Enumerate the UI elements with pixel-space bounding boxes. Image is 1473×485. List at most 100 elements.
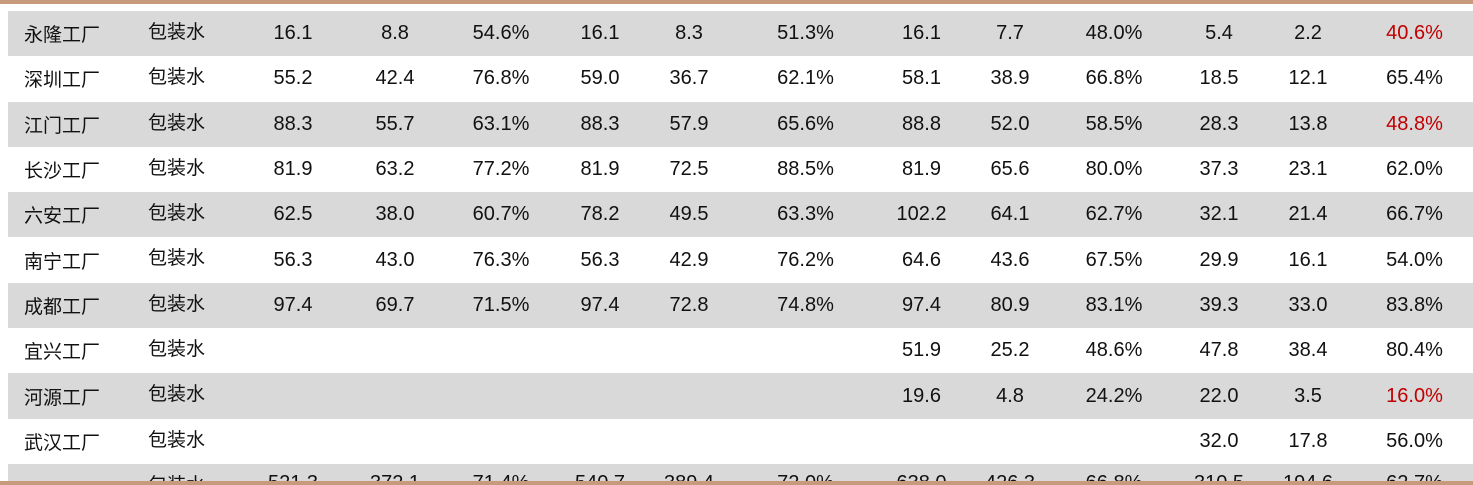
value-cell: 76.3% <box>472 248 530 271</box>
table-row: 江门工厂 包装水 88.3 55.7 63.1% 88.3 57.9 65.6% 88.8 52.… <box>8 101 1473 147</box>
value-cell: 76.2% <box>777 248 834 271</box>
value-cell: 42.9 <box>669 248 709 271</box>
value-cell: 64.6 <box>902 248 941 271</box>
value-cell <box>348 328 442 373</box>
value-cell: 33.0 <box>1260 282 1356 329</box>
value-cell: 88.3 <box>560 101 640 147</box>
product-type-cell: 包装水 <box>148 338 206 361</box>
value-cell: 3.5 <box>1260 373 1356 419</box>
value-cell: 83.8% <box>1356 282 1473 329</box>
table-row: 宜兴工厂 包装水 51.9 25.2 48.6% 47.8 38.4 80.4% <box>8 328 1473 373</box>
value-cell <box>970 419 1050 464</box>
table-row: 南宁工厂 包装水 56.3 43.0 76.3% 56.3 42.9 76.2% 64.6 43.… <box>8 237 1473 282</box>
value-cell: 38.9 <box>990 67 1030 90</box>
value-cell: 62.0% <box>1386 158 1443 181</box>
factory-name-cell: 河源工厂 <box>8 373 138 419</box>
table-row: 永隆工厂 包装水 16.1 8.8 54.6% 16.1 8.3 51.3% 16.1 7.7 48… <box>8 11 1473 57</box>
value-cell: 80.0% <box>1085 158 1143 181</box>
value-cell: 58.1 <box>902 67 941 90</box>
value-cell: 63.1% <box>442 101 560 147</box>
value-cell <box>442 373 560 419</box>
value-cell: 29.9 <box>1199 248 1239 271</box>
value-cell: 55.7 <box>348 101 442 147</box>
value-cell <box>640 373 738 419</box>
value-cell: 19.6 <box>873 373 970 419</box>
value-cell: 48.0% <box>1050 11 1178 57</box>
value-cell: 77.2% <box>472 158 530 181</box>
product-type-cell: 包装水 <box>148 156 206 179</box>
factory-name-cell: 宜兴工厂 <box>24 341 101 364</box>
value-cell: 72.8 <box>640 282 738 329</box>
value-cell <box>738 419 873 464</box>
value-cell: 97.4 <box>238 282 348 329</box>
value-cell: 32.1 <box>1178 192 1260 238</box>
value-cell: 48.6% <box>1085 339 1143 362</box>
value-cell: 69.7 <box>348 282 442 329</box>
value-cell: 8.3 <box>640 11 738 57</box>
factory-name-cell: 长沙工厂 <box>24 160 101 183</box>
product-type-cell: 包装水 <box>148 66 206 89</box>
value-cell: 43.0 <box>375 248 415 271</box>
value-cell: 76.8% <box>472 67 530 90</box>
value-cell: 25.2 <box>990 339 1030 362</box>
factory-name-cell: 永隆工厂 <box>8 11 138 57</box>
value-cell: 62.1% <box>777 67 834 90</box>
value-cell: 4.8 <box>970 373 1050 419</box>
value-cell: 81.9 <box>902 158 941 181</box>
product-type-cell: 包装水 <box>138 192 238 238</box>
value-cell: 22.0 <box>1178 373 1260 419</box>
value-cell <box>348 419 442 464</box>
product-type-cell: 包装水 <box>148 428 206 451</box>
value-cell: 16.1 <box>560 11 640 57</box>
value-cell <box>560 328 640 373</box>
table-row: 河源工厂 包装水 19.6 4.8 24.2% 22.0 3.5 16.0% <box>8 373 1473 419</box>
total-row: 合计产能包装水521.3372.171.4%540.7389.472.0%638… <box>8 463 1473 485</box>
value-cell: 38.4 <box>1288 339 1328 362</box>
value-cell: 62.5 <box>238 192 348 238</box>
value-cell: 88.5% <box>777 158 834 181</box>
value-cell <box>238 419 348 464</box>
value-cell: 66.8% <box>1085 67 1143 90</box>
value-cell: 8.8 <box>348 11 442 57</box>
value-cell <box>1050 419 1178 464</box>
table-row: 成都工厂 包装水 97.4 69.7 71.5% 97.4 72.8 74.8% 97.4 80.… <box>8 282 1473 329</box>
product-type-cell: 包装水 <box>138 373 238 419</box>
value-cell: 23.1 <box>1288 158 1328 181</box>
table-row: 武汉工厂 包装水 32.0 17.8 56.0% <box>8 419 1473 464</box>
value-cell <box>738 373 873 419</box>
value-cell: 80.4% <box>1386 339 1443 362</box>
value-cell: 56.3 <box>580 248 620 271</box>
value-cell: 40.6% <box>1356 11 1473 57</box>
value-cell: 56.0% <box>1386 429 1443 452</box>
value-cell: 80.9 <box>970 282 1050 329</box>
factory-name-cell: 深圳工厂 <box>24 69 101 92</box>
table-row: 长沙工厂 包装水 81.9 63.2 77.2% 81.9 72.5 88.5% 81.9 65.… <box>8 147 1473 192</box>
value-cell: 2.2 <box>1260 11 1356 57</box>
value-cell <box>442 328 560 373</box>
value-cell <box>738 328 873 373</box>
factory-name-cell: 六安工厂 <box>8 192 138 238</box>
value-cell: 58.5% <box>1050 101 1178 147</box>
value-cell: 16.1 <box>873 11 970 57</box>
value-cell: 16.1 <box>1288 248 1328 271</box>
value-cell: 28.3 <box>1178 101 1260 147</box>
value-cell: 67.5% <box>1085 248 1143 271</box>
value-cell <box>640 328 738 373</box>
product-type-cell: 包装水 <box>138 463 238 485</box>
value-cell: 65.6 <box>990 158 1030 181</box>
value-cell: 13.8 <box>1260 101 1356 147</box>
value-cell <box>640 419 738 464</box>
table-body: 永隆工厂 包装水 16.1 8.8 54.6% 16.1 8.3 51.3% 16.1 7.7 48… <box>8 11 1473 485</box>
bottom-rule <box>0 481 1473 485</box>
value-cell: 60.7% <box>442 192 560 238</box>
factory-name-cell: 南宁工厂 <box>24 250 101 273</box>
value-cell: 52.0 <box>970 101 1050 147</box>
value-cell: 51.3% <box>738 11 873 57</box>
value-cell: 78.2 <box>560 192 640 238</box>
value-cell: 32.0 <box>1199 429 1239 452</box>
value-cell: 55.2 <box>273 67 313 90</box>
value-cell: 88.8 <box>873 101 970 147</box>
value-cell <box>560 419 640 464</box>
value-cell: 63.2 <box>375 158 415 181</box>
